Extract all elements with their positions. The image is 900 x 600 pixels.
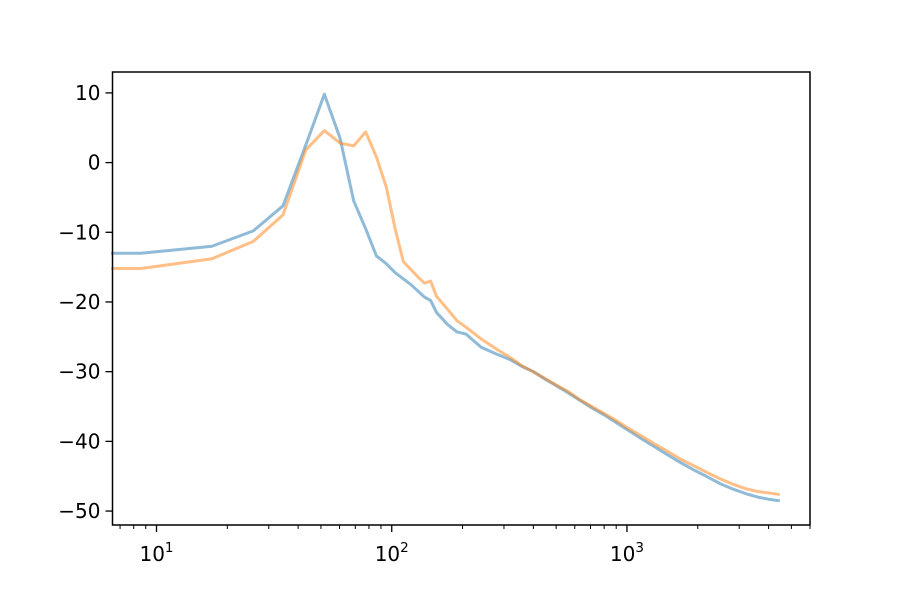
y-tick-label: −30 (58, 360, 100, 384)
series-line-2 (111, 129, 781, 497)
x-axis: 101 102 103 (119, 525, 811, 566)
series-layer (111, 92, 781, 503)
y-tick-label: −50 (58, 499, 100, 523)
axes-frame (111, 71, 811, 526)
series-line-1 (111, 92, 781, 503)
y-axis: 10 0 −10 −20 −30 −40 −50 (58, 81, 113, 523)
y-tick-label: 0 (88, 151, 101, 175)
y-tick-label: −20 (58, 290, 100, 314)
x-tick-label: 103 (610, 540, 644, 566)
y-tick-label: −40 (58, 429, 100, 453)
y-tick-label: −10 (58, 220, 100, 244)
y-tick-label: 10 (75, 81, 100, 105)
x-tick-label: 101 (139, 540, 173, 566)
x-tick-label: 102 (375, 540, 409, 566)
plot-area (111, 71, 811, 526)
